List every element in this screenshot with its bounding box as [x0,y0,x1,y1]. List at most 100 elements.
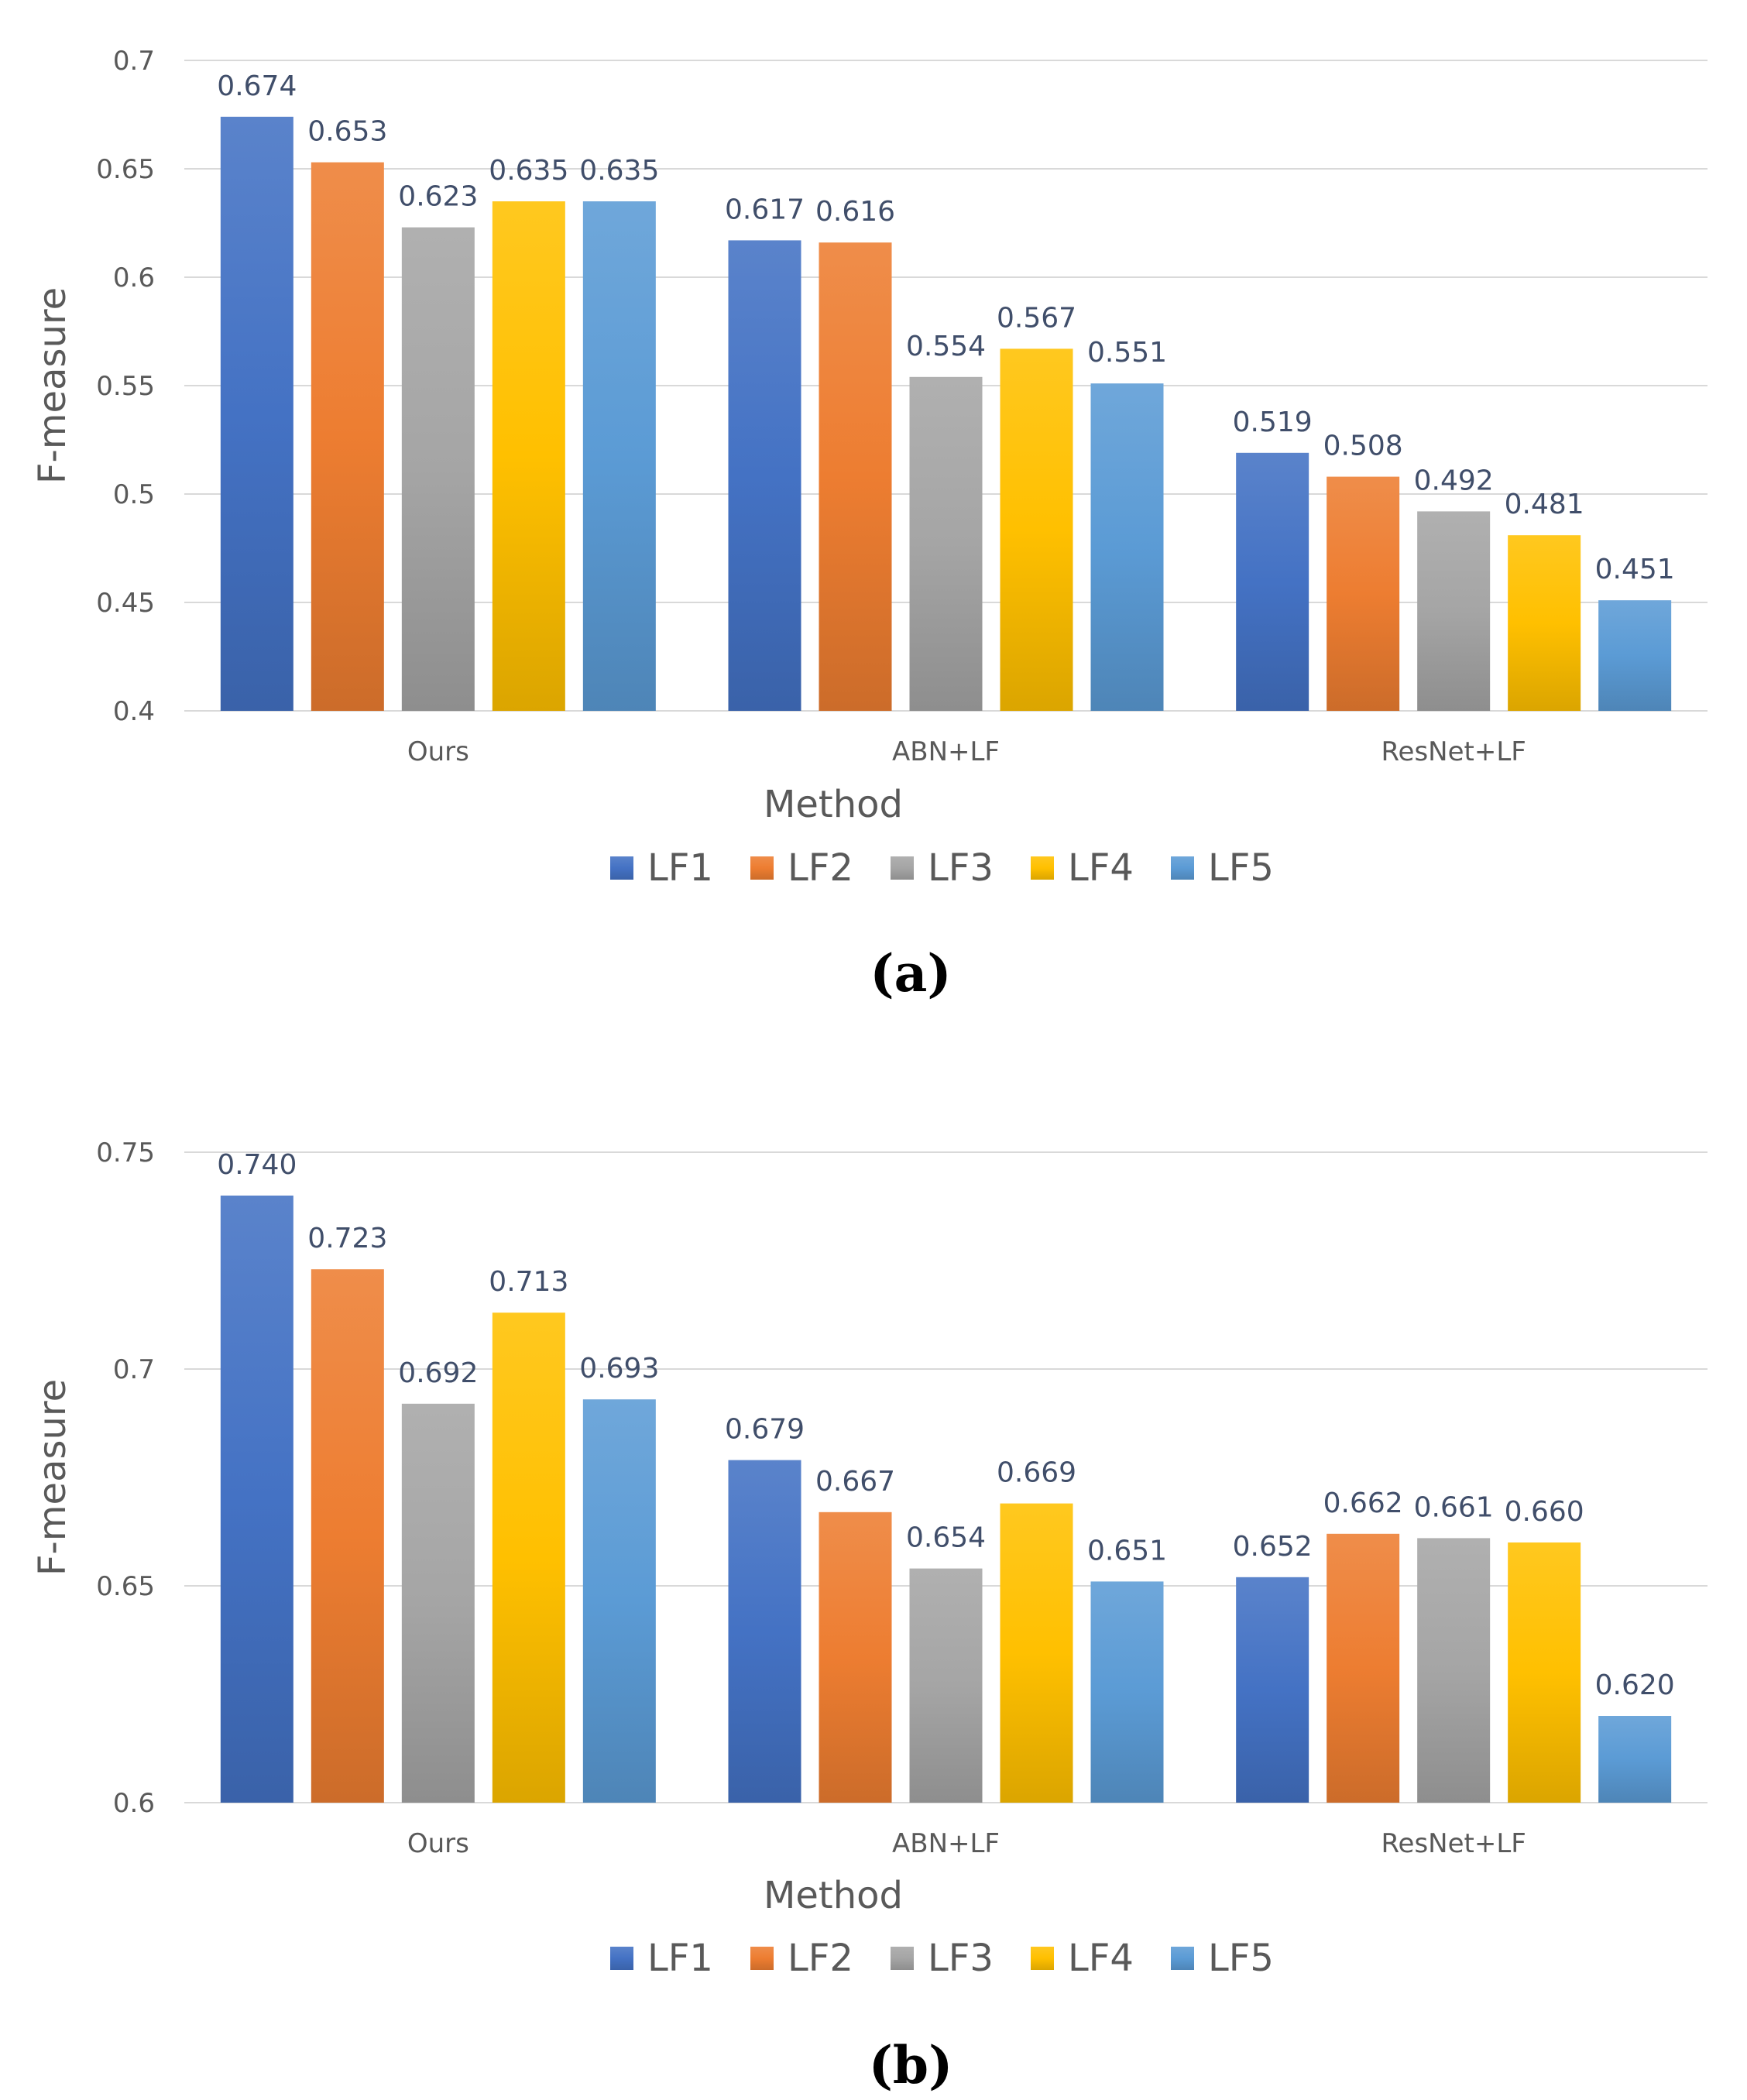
data-label: 0.492 [1414,465,1494,496]
bar-lf4-ours [492,1312,565,1803]
bar-lf5-abn-lf [1090,383,1164,711]
data-label: 0.674 [217,70,297,102]
y-tick-label: 0.65 [96,154,155,185]
y-tick-label: 0.6 [113,262,155,293]
x-tick-label: Ours [407,1828,469,1859]
bar-lf3-ours [401,1403,475,1803]
legend-swatch-lf2 [750,856,774,880]
legend-swatch-lf4 [1031,856,1054,880]
bar-lf1-abn-lf [728,240,801,711]
x-tick-label: ABN+LF [892,736,1000,767]
data-label: 0.653 [307,116,387,148]
legend-label-lf4: LF4 [1068,1937,1134,1980]
bar-lf2-ours [311,1269,384,1803]
legend-label-lf3: LF3 [928,1937,994,1980]
y-tick-label: 0.7 [113,1354,155,1385]
legend-label-lf1: LF1 [647,846,713,890]
data-label: 0.652 [1233,1531,1313,1563]
bar-lf4-abn-lf [1000,348,1073,711]
x-tick-label: ABN+LF [892,1828,1000,1859]
bar-lf5-abn-lf [1090,1581,1164,1803]
data-label: 0.713 [489,1266,568,1298]
data-label: 0.551 [1087,337,1167,369]
bar-lf5-ours [582,201,656,711]
bar-lf3-ours [401,227,475,712]
data-label: 0.661 [1414,1491,1494,1523]
x-axis-title: Method [764,1874,903,1917]
data-label: 0.667 [815,1466,895,1498]
data-label: 0.617 [725,194,805,225]
bar-lf1-abn-lf [728,1460,801,1803]
x-tick-label: Ours [407,736,469,767]
x-tick-label: ResNet+LF [1381,736,1526,767]
bar-lf1-resnet-lf [1236,452,1309,711]
bar-lf5-ours [582,1399,656,1803]
data-label: 0.635 [579,155,659,187]
data-label: 0.554 [906,331,986,362]
bar-lf2-abn-lf [819,242,892,711]
y-tick-label: 0.55 [96,371,155,402]
legend-swatch-lf1 [610,1947,633,1970]
y-tick-label: 0.7 [113,46,155,77]
legend-label-lf4: LF4 [1068,846,1134,890]
x-axis-title: Method [764,783,903,826]
data-label: 0.654 [906,1522,986,1554]
legend-label-lf2: LF2 [788,846,853,890]
legend-swatch-lf5 [1171,856,1194,880]
data-label: 0.623 [398,181,478,213]
bar-lf3-abn-lf [909,376,983,711]
data-label: 0.567 [997,302,1076,334]
panel-label: (b) [869,2035,953,2095]
y-axis-title: F-measure [31,1379,74,1576]
legend-swatch-lf4 [1031,1947,1054,1970]
y-tick-label: 0.75 [96,1138,155,1168]
bar-lf3-abn-lf [909,1568,983,1803]
legend-swatch-lf3 [891,1947,914,1970]
legend-label-lf3: LF3 [928,846,994,890]
bar-lf1-resnet-lf [1236,1577,1309,1803]
bar-lf4-resnet-lf [1508,535,1581,711]
legend-swatch-lf3 [891,856,914,880]
y-tick-label: 0.6 [113,1788,155,1819]
legend-label-lf5: LF5 [1208,1937,1274,1980]
bar-lf4-ours [492,201,565,711]
data-label: 0.616 [815,196,895,228]
legend: LF1 LF2 LF3 LF4 LF5 [610,1937,1274,1980]
data-label: 0.620 [1595,1669,1675,1701]
bar-lf2-resnet-lf [1327,1533,1400,1803]
legend-label-lf2: LF2 [788,1937,853,1980]
bar-lf2-resnet-lf [1327,476,1400,711]
data-label: 0.740 [217,1149,297,1181]
bar-lf5-resnet-lf [1598,600,1672,711]
x-tick-label: ResNet+LF [1381,1828,1526,1859]
legend-label-lf5: LF5 [1208,846,1274,890]
bar-lf5-resnet-lf [1598,1716,1672,1803]
y-tick-label: 0.5 [113,479,155,510]
data-label: 0.662 [1323,1488,1403,1519]
bar-lf3-resnet-lf [1417,1538,1491,1803]
legend: LF1 LF2 LF3 LF4 LF5 [610,846,1274,890]
bar-lf1-ours [220,1196,293,1803]
data-label: 0.692 [398,1357,478,1389]
data-label: 0.651 [1087,1535,1167,1566]
y-tick-label: 0.4 [113,696,155,727]
data-label: 0.508 [1323,431,1403,462]
legend-label-lf1: LF1 [647,1937,713,1980]
data-label: 0.660 [1505,1496,1584,1528]
bar-lf2-abn-lf [819,1512,892,1803]
data-label: 0.723 [307,1223,387,1254]
data-label: 0.669 [997,1457,1076,1489]
data-label: 0.481 [1505,489,1584,520]
bar-lf4-abn-lf [1000,1503,1073,1803]
data-label: 0.635 [489,155,568,187]
bar-lf4-resnet-lf [1508,1542,1581,1803]
legend-swatch-lf1 [610,856,633,880]
chart-panel-a: 0.4 0.45 0.5 0.55 0.6 0.65 0.7 0.674 0.653 0.623 0… [31,46,1708,1004]
bar-lf3-resnet-lf [1417,511,1491,711]
y-axis-title: F-measure [31,287,74,484]
legend-swatch-lf5 [1171,1947,1194,1970]
data-label: 0.679 [725,1414,805,1446]
panel-label: (a) [870,943,951,1004]
data-label: 0.693 [579,1353,659,1385]
